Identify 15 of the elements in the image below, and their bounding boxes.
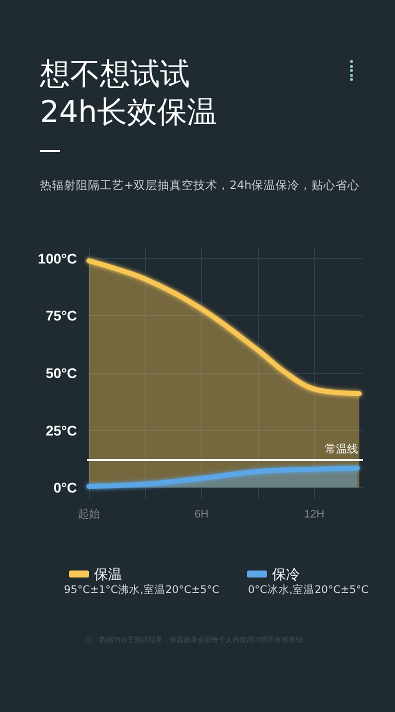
y-tick-label: 75°C xyxy=(46,308,77,324)
legend-label: 保温 xyxy=(94,566,122,582)
y-tick-label: 100°C xyxy=(38,250,77,266)
y-tick-label: 0°C xyxy=(54,480,77,496)
x-tick-label: 6H xyxy=(194,508,209,520)
x-tick-label: 12H xyxy=(304,508,324,520)
y-tick-label: 25°C xyxy=(46,422,77,438)
x-tick-label: 起始 xyxy=(78,508,100,520)
text: 0°C冰水,室温20°C±5°C xyxy=(248,583,369,597)
legend-label: 保冷 xyxy=(272,566,300,582)
ref-line-label: 常温线 xyxy=(325,442,358,456)
text: 95°C±1°C沸水,室温20°C±5°C xyxy=(64,583,220,597)
chart-subtitle: 热辐射阻隔工艺+双层抽真空技术，24h保温保冷，贴心省心 xyxy=(40,178,360,193)
y-tick-label: 50°C xyxy=(46,365,77,381)
chart-title: 想不想试试 24h长效保温 xyxy=(40,56,218,132)
